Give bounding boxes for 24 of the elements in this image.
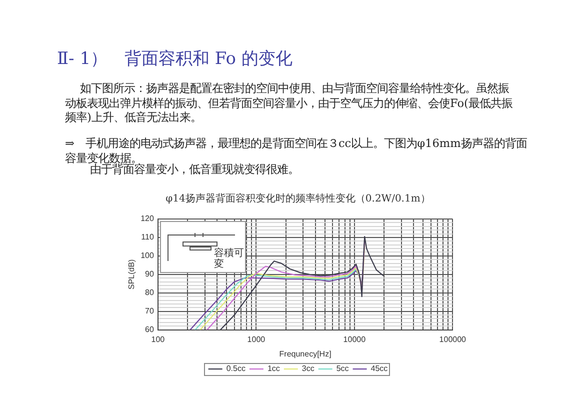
y-tick-label: 90 bbox=[145, 270, 154, 279]
y-tick-label: 100 bbox=[140, 251, 154, 260]
y-tick-label: 110 bbox=[141, 232, 154, 242]
y-tick-label: 80 bbox=[145, 288, 154, 298]
y-tick-label: 70 bbox=[145, 306, 154, 316]
x-axis-title: Frequnecy[Hz] bbox=[279, 349, 332, 358]
text: ⇒ 手机用途的电动式扬声器，最理想的是背面空间在３cc以上。下图为φ16mm扬声器的背面容量变化数据。 bbox=[65, 137, 528, 164]
y-tick-label: 120 bbox=[140, 214, 154, 224]
x-tick-label: 100 bbox=[151, 334, 166, 344]
annotation: 容積可変 bbox=[214, 248, 245, 270]
legend-label: 5cc bbox=[336, 364, 349, 374]
text: 由于背面容量变小，低音重现就变得很难。 bbox=[90, 163, 300, 178]
y-tick-label: 60 bbox=[145, 325, 154, 334]
legend-label: 3cc bbox=[302, 364, 314, 374]
chart-subtitle: φ14扬声器背面容积变化时的频率特性变化（0.2W/0.1m） bbox=[166, 192, 430, 205]
y-axis-title: SPL(dB) bbox=[127, 258, 136, 290]
legend-label: 45cc bbox=[370, 364, 388, 374]
legend-label: 1cc bbox=[267, 364, 280, 374]
legend-label: 0.5cc bbox=[226, 364, 246, 374]
x-tick-label: 10000 bbox=[343, 334, 366, 344]
chart-title: Ⅱ- 1） 背面容积和 Fo 的变化 bbox=[57, 48, 292, 70]
x-tick-label: 1000 bbox=[247, 334, 266, 344]
text: 如下图所示：扬声器是配置在密封的空间中使用、由与背面空间容量给特性变化。虽然振动板表现出弹片模样的振动、但若背面空间容量小，由于空气压力的伸缩、会使Fo(最低共振频率)上升、低音无法出来。 bbox=[65, 82, 514, 126]
x-tick-label: 100000 bbox=[439, 334, 467, 344]
